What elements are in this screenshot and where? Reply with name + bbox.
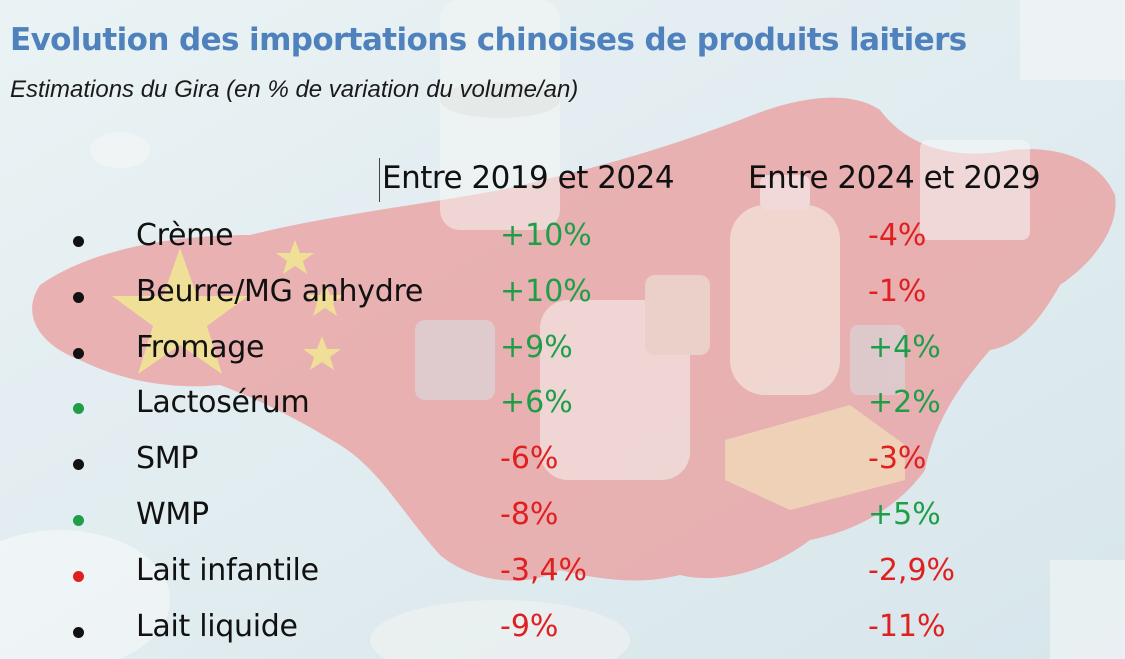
value-2024-2029: -2,9% (868, 552, 956, 588)
row-label: Beurre/MG anhydre (136, 273, 424, 309)
table-row: Beurre/MG anhydre +10% -1% (0, 274, 1125, 314)
bullet-icon (73, 291, 84, 303)
page-title: Evolution des importations chinoises de … (10, 22, 967, 58)
bullet-icon (73, 459, 84, 471)
row-label: WMP (136, 497, 209, 532)
value-2024-2029: -4% (868, 218, 927, 253)
bullet-icon (73, 403, 84, 415)
table-row: Lait liquide -9% -11% (0, 609, 1125, 649)
table-row: Lactosérum +6% +2% (0, 385, 1125, 425)
value-2019-2024: +6% (500, 385, 573, 421)
value-2024-2029: -1% (868, 273, 927, 309)
value-2024-2029: -11% (868, 608, 946, 644)
row-label: Crème (136, 218, 234, 253)
bullet-icon (73, 570, 84, 582)
value-2019-2024: -8% (500, 497, 559, 532)
page-subtitle: Estimations du Gira (en % de variation d… (10, 76, 579, 103)
column-header-2019-2024: Entre 2019 et 2024 (382, 160, 675, 196)
value-2019-2024: +10% (500, 218, 592, 253)
value-2024-2029: +5% (868, 497, 941, 532)
bullet-icon (73, 515, 84, 526)
value-2019-2024: +9% (500, 329, 573, 365)
text-cursor (379, 158, 380, 202)
value-2019-2024: -3,4% (500, 552, 588, 588)
table-row: Lait infantile -3,4% -2,9% (0, 553, 1125, 593)
table-row: Crème +10% -4% (0, 218, 1125, 258)
bullet-icon (73, 347, 84, 359)
value-2024-2029: +2% (868, 385, 941, 421)
value-2019-2024: +10% (500, 273, 592, 309)
row-label: SMP (136, 441, 199, 477)
value-2019-2024: -9% (500, 608, 559, 644)
row-label: Fromage (136, 329, 265, 365)
bullet-icon (73, 236, 84, 247)
table-row: Fromage +9% +4% (0, 330, 1125, 370)
table-row: SMP -6% -3% (0, 441, 1125, 481)
value-2024-2029: +4% (868, 329, 941, 365)
column-header-2024-2029: Entre 2024 et 2029 (748, 160, 1041, 196)
bullet-icon (73, 626, 84, 638)
value-2019-2024: -6% (500, 441, 559, 477)
row-label: Lactosérum (136, 385, 310, 421)
row-label: Lait liquide (136, 608, 298, 644)
row-label: Lait infantile (136, 552, 319, 588)
value-2024-2029: -3% (868, 441, 927, 477)
table-row: WMP -8% +5% (0, 497, 1125, 537)
